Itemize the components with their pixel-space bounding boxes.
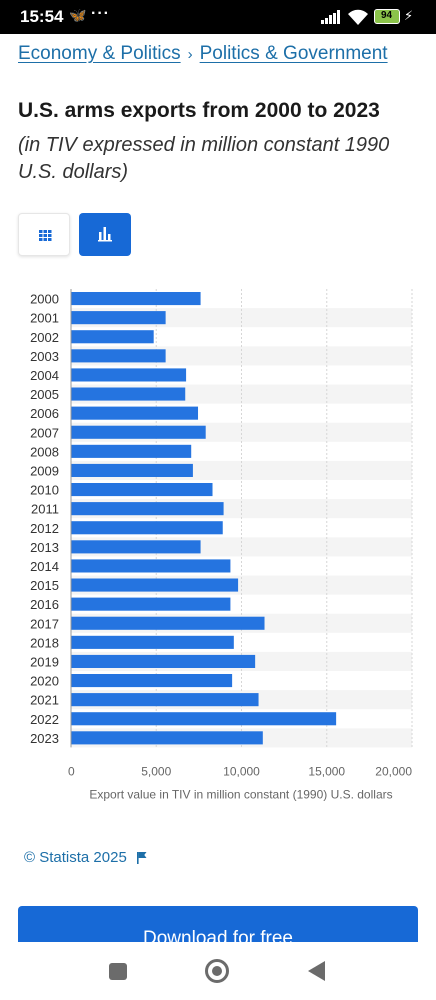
charging-icon: ⚡ <box>404 8 414 23</box>
category-label-2009: 2009 <box>30 463 59 478</box>
bar-chart-icon <box>98 227 112 242</box>
status-time: 15:54 <box>20 7 64 26</box>
bar-2010 <box>71 483 213 497</box>
bar-2017 <box>71 616 265 630</box>
bar-2005 <box>71 387 186 401</box>
chart-svg: 2000 2001 2002 2003 2004 2005 2006 2007 2008 2009… <box>30 289 413 801</box>
tick-label: 10,000 <box>223 764 260 778</box>
page-subtitle: (in TIV expressed in million constant 19… <box>18 134 390 183</box>
bar-2019 <box>71 654 256 668</box>
battery-level: 94 <box>380 10 393 21</box>
bar-2006 <box>71 406 199 420</box>
bar-2021 <box>71 693 259 707</box>
category-label-2008: 2008 <box>30 444 59 459</box>
bar-2016 <box>71 597 231 611</box>
category-label-2003: 2003 <box>30 349 59 364</box>
table-icon <box>39 230 52 241</box>
category-label-2004: 2004 <box>30 368 59 383</box>
category-label-2002: 2002 <box>30 330 59 345</box>
bar-2018 <box>71 635 234 649</box>
bar-2001 <box>71 311 166 325</box>
category-label-2016: 2016 <box>30 597 59 612</box>
bar-chart: 2000 2001 2002 2003 2004 2005 2006 2007 2008 2009… <box>0 280 436 810</box>
view-toggle <box>18 213 132 256</box>
category-label-2006: 2006 <box>30 406 59 421</box>
system-nav-bar <box>0 942 436 1000</box>
breadcrumb-separator: › <box>187 46 193 63</box>
category-label-2011: 2011 <box>31 502 59 517</box>
recent-apps-icon[interactable] <box>109 963 127 980</box>
statista-credit[interactable]: © Statista 2025 <box>24 849 127 866</box>
table-view-button[interactable] <box>18 213 70 256</box>
bar-2000 <box>71 292 201 306</box>
bar-2022 <box>71 712 337 726</box>
breadcrumb-politics-government[interactable]: Politics & Government <box>199 43 388 64</box>
breadcrumb-economy-politics[interactable]: Economy & Politics <box>18 43 181 64</box>
bar-2020 <box>71 674 233 688</box>
page-title: U.S. arms exports from 2000 to 2023 <box>18 99 380 122</box>
category-label-2005: 2005 <box>30 387 59 402</box>
bar-2011 <box>71 502 224 516</box>
category-label-2017: 2017 <box>30 616 59 631</box>
bar-2003 <box>71 349 166 363</box>
bar-2015 <box>71 578 239 592</box>
flag-icon[interactable] <box>136 851 148 864</box>
category-label-2012: 2012 <box>30 521 59 536</box>
bar-2008 <box>71 444 192 458</box>
category-label-2001: 2001 <box>30 311 59 326</box>
category-label-2013: 2013 <box>30 540 59 555</box>
butterfly-icon: 🦋 <box>69 7 87 23</box>
category-label-2019: 2019 <box>30 654 59 669</box>
bar-2013 <box>71 540 201 554</box>
bar-2002 <box>71 330 154 344</box>
category-label-2010: 2010 <box>30 483 59 498</box>
tick-label: 15,000 <box>308 764 345 778</box>
category-label-2007: 2007 <box>30 425 59 440</box>
status-bar: 15:54 🦋 ··· 94 ⚡ <box>0 0 436 34</box>
tick-label: 5,000 <box>141 764 171 778</box>
more-notifications-icon: ··· <box>91 5 110 22</box>
x-axis-label: Export value in TIV in million constant … <box>89 787 392 801</box>
battery-icon: 94 <box>374 9 400 24</box>
signal-icon <box>321 10 342 24</box>
tick-label: 20,000 <box>375 764 412 778</box>
breadcrumb: Economy & Politics › Politics & Government <box>18 43 388 65</box>
category-label-2021: 2021 <box>30 693 59 708</box>
chart-view-button[interactable] <box>79 213 131 256</box>
category-label-2020: 2020 <box>30 674 59 689</box>
bar-2014 <box>71 559 231 573</box>
category-label-2023: 2023 <box>30 731 59 746</box>
category-label-2022: 2022 <box>30 712 59 727</box>
home-icon[interactable] <box>205 959 229 983</box>
bar-2023 <box>71 731 263 745</box>
tick-label: 0 <box>68 764 75 778</box>
back-icon[interactable] <box>308 961 325 981</box>
category-label-2018: 2018 <box>30 635 59 650</box>
category-label-2000: 2000 <box>30 292 59 307</box>
bar-2007 <box>71 425 206 439</box>
bar-2012 <box>71 521 223 535</box>
wifi-icon <box>348 9 368 25</box>
category-label-2015: 2015 <box>30 578 59 593</box>
bar-2009 <box>71 463 193 477</box>
category-label-2014: 2014 <box>30 559 59 574</box>
bar-2004 <box>71 368 187 382</box>
